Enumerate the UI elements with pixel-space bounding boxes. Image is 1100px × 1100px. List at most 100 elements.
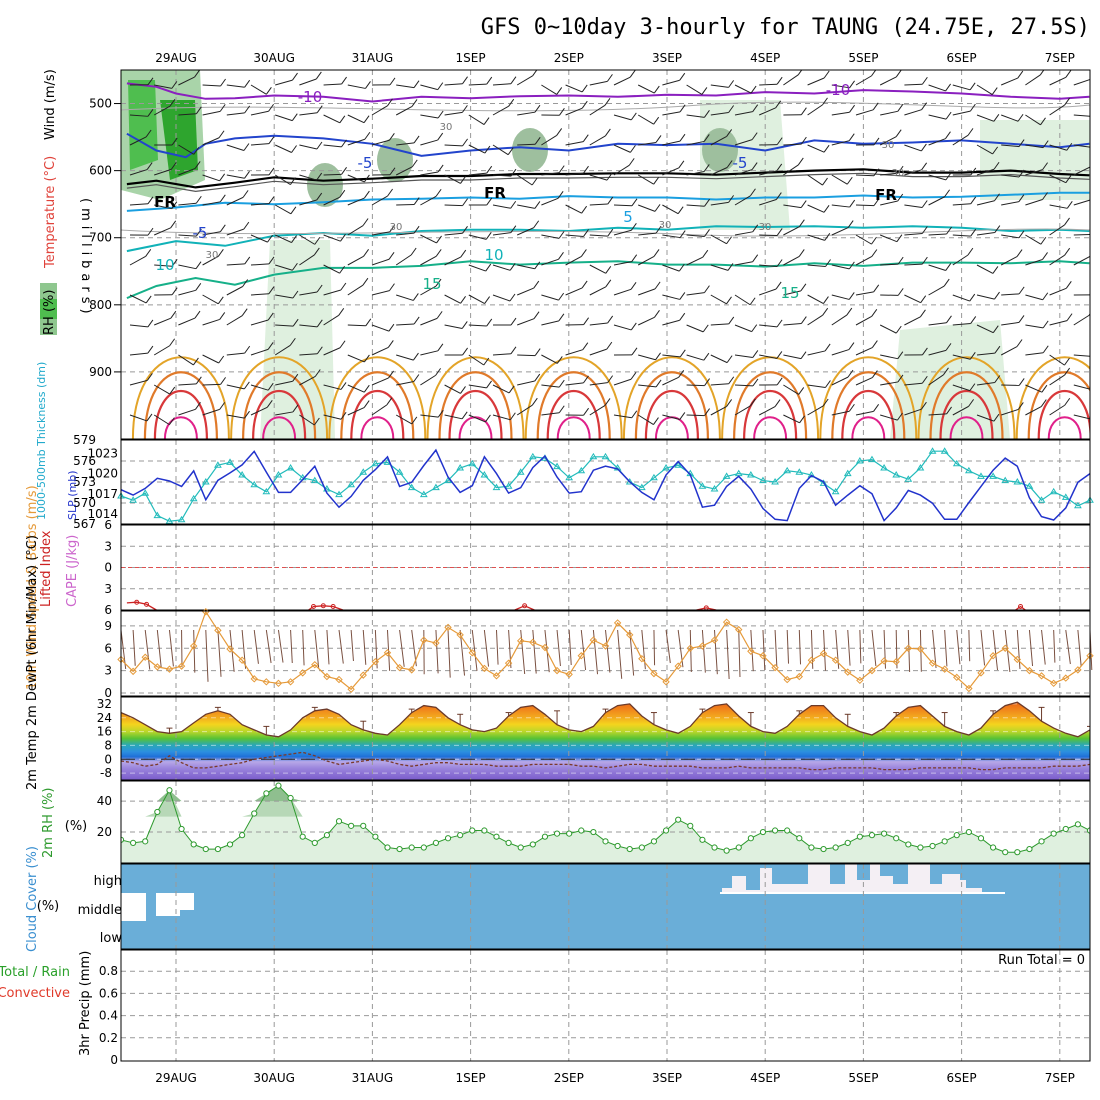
wind-barb-flag xyxy=(679,230,686,238)
slp-tick-label: 1017 xyxy=(87,487,118,501)
contour-label: FR xyxy=(154,193,176,211)
wind-barb-flag xyxy=(147,227,154,236)
wind10m-point xyxy=(1074,666,1082,674)
rh-point xyxy=(868,832,876,839)
wind10m-point xyxy=(783,675,791,684)
wind-barb xyxy=(565,141,584,146)
wind-barb-flag xyxy=(558,108,565,116)
wind-barb-flag xyxy=(750,188,756,197)
thickness-point xyxy=(310,476,319,484)
rh2m-axis-label: 2m RH (%) xyxy=(41,787,56,858)
rh-point xyxy=(444,835,452,842)
rh-point xyxy=(880,830,888,837)
wind-barb xyxy=(952,384,971,392)
wind-barb-flag xyxy=(1064,367,1071,376)
wind-barb xyxy=(638,204,656,212)
wind-barb xyxy=(589,322,608,326)
wind-barb-flag xyxy=(1016,339,1023,347)
wind10m-point xyxy=(371,657,380,666)
wind-barb xyxy=(880,381,899,386)
wind-barb-flag xyxy=(654,281,661,290)
precip-tick-label: 0.6 xyxy=(99,986,118,1000)
rh-point xyxy=(856,833,863,840)
wind-barb-flag xyxy=(1064,247,1071,256)
wind-barb-flag xyxy=(363,400,370,408)
rh-point xyxy=(965,828,972,836)
wind-barb xyxy=(492,414,511,421)
wind-barb xyxy=(613,114,632,121)
wind-barb-flag xyxy=(678,263,685,272)
wind-barb xyxy=(783,204,802,209)
wind-barb-flag xyxy=(462,226,468,234)
wind10m-point xyxy=(686,644,694,652)
wind-barb xyxy=(686,234,705,237)
date-label-bottom: 4SEP xyxy=(750,1071,780,1085)
rh-shading xyxy=(121,70,1090,439)
wind-barb-flag xyxy=(533,220,540,229)
wind10m-point xyxy=(650,669,658,678)
wind-barb xyxy=(226,263,245,266)
wind-barb-flag xyxy=(1016,249,1023,257)
wind10m-barb xyxy=(1041,629,1046,665)
cloud-tick-label: middle xyxy=(78,903,122,918)
lifted-tick-label: 3 xyxy=(104,539,112,553)
wind-barb xyxy=(178,76,195,86)
wind10m-barb xyxy=(1053,629,1056,663)
wind10m-barb xyxy=(726,629,730,680)
contour-label: FR xyxy=(875,186,897,204)
wind-barb-flag xyxy=(581,205,588,214)
wind10m-point xyxy=(504,659,513,667)
wind-barb xyxy=(202,174,220,182)
pressure-tick-label: 900 xyxy=(89,365,112,379)
thickness-point xyxy=(977,472,985,479)
contour-15 xyxy=(126,260,1090,300)
wind10m-barb xyxy=(326,629,330,665)
wind-barb-flag xyxy=(558,405,565,414)
wind-legend-label: Wind (m/s) xyxy=(43,69,58,140)
wind-barb-flag xyxy=(195,228,202,237)
wind-barb-flag xyxy=(195,376,202,385)
wind-barb xyxy=(468,324,487,327)
date-label-top: 3SEP xyxy=(652,51,682,65)
rh-point xyxy=(650,838,658,845)
wind-barb-flag xyxy=(411,416,418,425)
wind-barb-flag xyxy=(798,249,805,257)
rh-point xyxy=(529,841,536,848)
wind-barb-flag xyxy=(556,87,563,95)
wind-barb-flag xyxy=(1066,142,1073,151)
date-label-top: 2SEP xyxy=(554,51,584,65)
rh-point xyxy=(360,822,367,829)
wind-barb xyxy=(129,136,147,146)
wind-barb-flag xyxy=(510,76,517,85)
wind-barb-flag xyxy=(341,139,347,148)
wind-barb-flag xyxy=(169,338,176,347)
wind-barb xyxy=(299,144,318,150)
rh-point xyxy=(275,782,282,789)
wind10m-point xyxy=(189,642,198,650)
wind-barb xyxy=(710,405,727,416)
wind-barb xyxy=(1073,78,1090,86)
wind-barb-flag xyxy=(340,282,347,291)
rh-cell xyxy=(377,138,413,182)
wind10m-point xyxy=(831,656,840,664)
wind10m-point xyxy=(771,663,779,672)
wind-barb-flag xyxy=(631,254,638,262)
wind-barb xyxy=(541,234,560,239)
wind-barb-flag xyxy=(945,263,952,271)
wind-barb xyxy=(710,84,729,88)
wind-barb-flag xyxy=(797,157,804,166)
wind-barb xyxy=(347,114,365,124)
wind-barb-flag xyxy=(582,134,589,142)
rh-point xyxy=(505,839,512,846)
wind-barb-flag xyxy=(824,233,831,241)
thickness-point xyxy=(516,468,525,475)
wind-barb xyxy=(638,141,657,146)
slp-tick-label: 1020 xyxy=(87,467,118,481)
wind-barb-flag xyxy=(389,77,396,86)
wind-barb-flag xyxy=(752,378,759,387)
wind-barb xyxy=(274,174,291,186)
thickness-point xyxy=(528,452,537,460)
wind-barb-flag xyxy=(483,117,490,125)
warm-contour xyxy=(743,389,798,439)
